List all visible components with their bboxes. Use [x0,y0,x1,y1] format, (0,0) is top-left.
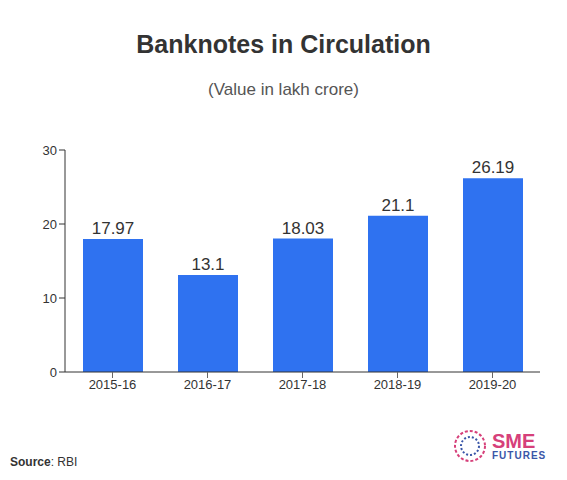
html-text:SME: SME [492,430,536,452]
svg-text:21.1: 21.1 [381,196,414,215]
svg-text:2018-19: 2018-19 [374,377,422,392]
svg-text:18.03: 18.03 [282,219,325,238]
html-text:Banknotes in Circulation: Banknotes in Circulation [136,30,431,58]
svg-text:13.1: 13.1 [191,255,224,274]
svg-text:2019-20: 2019-20 [469,377,517,392]
svg-text:0: 0 [50,365,57,380]
svg-text:10: 10 [43,291,57,306]
html-text:(Value in lakh crore): (Value in lakh crore) [208,80,359,99]
html-text:Source: RBI: Source: RBI [10,455,78,469]
svg-text:2016-17: 2016-17 [184,377,232,392]
html-text:FUTURES: FUTURES [492,450,547,461]
svg-text:30: 30 [43,143,57,158]
svg-text:2015-16: 2015-16 [89,377,137,392]
svg-text:2017-18: 2017-18 [279,377,327,392]
svg-text:20: 20 [43,217,57,232]
svg-text:26.19: 26.19 [472,158,515,177]
svg-text:17.97: 17.97 [92,219,135,238]
